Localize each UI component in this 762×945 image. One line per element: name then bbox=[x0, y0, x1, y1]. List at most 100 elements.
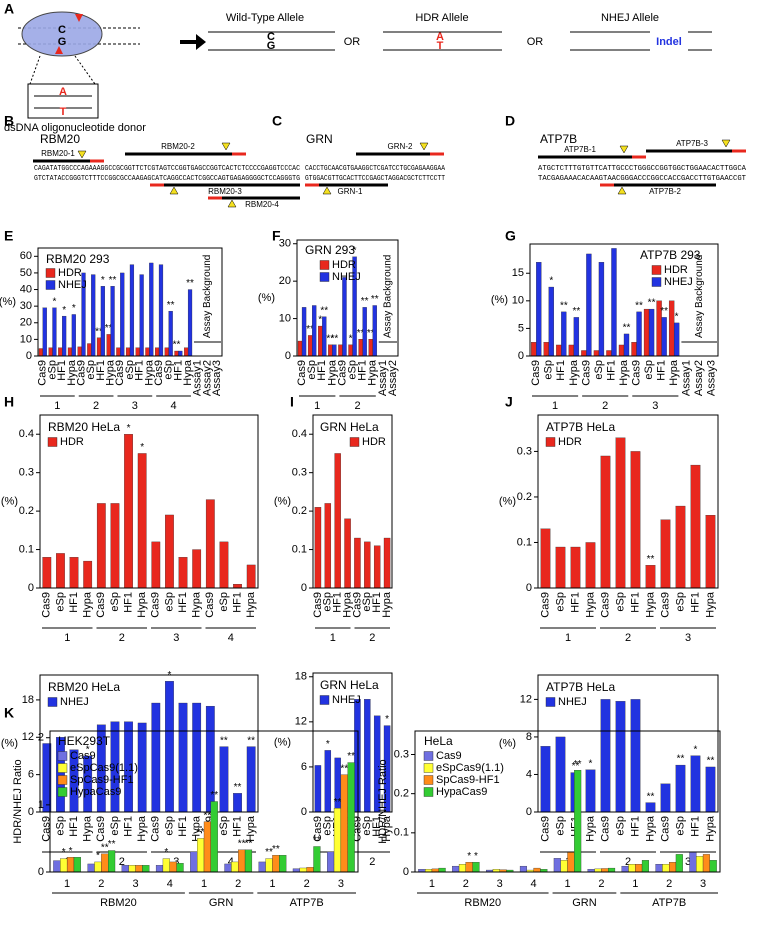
bar bbox=[120, 272, 125, 357]
bar bbox=[328, 344, 333, 357]
legend-label: NHEJ bbox=[664, 276, 693, 288]
bar bbox=[187, 289, 193, 357]
bar bbox=[600, 699, 611, 813]
x-tick-label: HF1 bbox=[177, 816, 189, 837]
x-tick-label: HF1 bbox=[134, 360, 146, 381]
bar bbox=[354, 699, 361, 813]
significance: * bbox=[86, 745, 90, 756]
bar bbox=[372, 305, 377, 357]
legend-label: HDR bbox=[58, 267, 82, 279]
x-tick-label: HF1 bbox=[316, 360, 328, 381]
significance: ** bbox=[108, 839, 116, 850]
x-tick-label: HF1 bbox=[357, 360, 369, 381]
significance: ** bbox=[265, 847, 273, 858]
group-label: 2 bbox=[355, 400, 361, 412]
significance: ** bbox=[357, 328, 365, 339]
bar bbox=[96, 337, 102, 357]
donor-label: dsDNA oligonucleotide donor bbox=[4, 122, 146, 134]
y-tick-label: 12 bbox=[520, 693, 532, 705]
legend-swatch bbox=[319, 695, 330, 705]
significance: ** bbox=[173, 340, 181, 351]
bar bbox=[555, 546, 566, 589]
y-tick-label: 0 bbox=[285, 350, 291, 362]
x-tick-label: Hypa bbox=[704, 815, 716, 842]
bar bbox=[458, 864, 466, 873]
bar bbox=[606, 350, 612, 357]
bar bbox=[53, 860, 61, 873]
x-tick-label: HF1 bbox=[68, 816, 80, 837]
x-tick-label: 3 bbox=[338, 878, 344, 890]
base: C bbox=[267, 31, 275, 43]
significance: ** bbox=[105, 323, 113, 334]
legend-label: HypaCas9 bbox=[436, 786, 487, 798]
y-tick-label: 0.3 bbox=[292, 467, 307, 479]
x-tick-label: eSp bbox=[543, 360, 555, 380]
guide-label: GRN-2 bbox=[388, 142, 413, 151]
x-tick-label: Cas9 bbox=[75, 360, 87, 386]
group-label: 2 bbox=[625, 856, 631, 868]
guide-label: ATP7B-3 bbox=[676, 139, 708, 148]
bar bbox=[561, 311, 567, 357]
significance: * bbox=[127, 423, 131, 434]
x-tick-label: Cas9 bbox=[153, 360, 165, 386]
x-tick-label: 3 bbox=[497, 878, 503, 890]
guide-label: ATP7B-1 bbox=[564, 145, 596, 154]
bar bbox=[297, 340, 303, 357]
y-tick-label: 0.1 bbox=[19, 543, 34, 555]
y-tick-label: 20 bbox=[20, 317, 32, 329]
legend-label: HDR bbox=[558, 436, 582, 448]
bar bbox=[573, 317, 580, 357]
bar bbox=[60, 858, 68, 873]
x-tick-label: Cas9 bbox=[41, 816, 53, 842]
plot-frame bbox=[39, 674, 259, 813]
y-tick-label: 0.4 bbox=[19, 428, 34, 440]
legend-swatch bbox=[47, 697, 58, 707]
x-tick-label: eSp bbox=[674, 592, 686, 612]
or-label: OR bbox=[527, 36, 544, 48]
cas9-protein bbox=[21, 11, 103, 57]
x-tick-label: Cas9 bbox=[659, 592, 671, 618]
group-label: 1 bbox=[314, 400, 320, 412]
significance: ** bbox=[371, 294, 379, 305]
bar bbox=[128, 865, 136, 873]
bar bbox=[673, 322, 680, 357]
y-axis-label: (%) bbox=[258, 292, 275, 304]
bar bbox=[38, 348, 43, 357]
x-tick-label: Hypa bbox=[191, 591, 203, 618]
bar bbox=[155, 865, 164, 873]
y-tick-label: 0 bbox=[38, 866, 44, 878]
x-tick-label: HF1 bbox=[629, 592, 641, 613]
bar bbox=[301, 307, 307, 357]
bar bbox=[184, 347, 189, 357]
plot-frame bbox=[312, 414, 393, 589]
legend-label: NHEJ bbox=[558, 696, 587, 708]
allele-name: Wild-Type Allele bbox=[226, 12, 304, 24]
significance: ** bbox=[306, 324, 314, 335]
bar bbox=[42, 557, 52, 589]
significance: ** bbox=[334, 797, 342, 808]
y-tick-label: 30 bbox=[279, 238, 291, 250]
x-tick-label: eSp bbox=[593, 360, 605, 380]
x-tick-label: eSp bbox=[306, 360, 318, 380]
x-tick-label: eSp bbox=[54, 816, 66, 836]
x-tick-label: HF1 bbox=[569, 592, 581, 613]
x-tick-label: Cas9 bbox=[630, 360, 642, 386]
significance: ** bbox=[677, 754, 685, 765]
bar bbox=[313, 846, 321, 873]
group-label: 1 bbox=[54, 400, 60, 412]
significance: * bbox=[96, 851, 100, 862]
bar bbox=[340, 774, 348, 873]
significance: ** bbox=[560, 301, 568, 312]
bar bbox=[52, 307, 57, 357]
chart-title: ATP7B HeLa bbox=[546, 420, 615, 434]
bar bbox=[553, 858, 561, 873]
x-tick-label: 1 bbox=[269, 878, 275, 890]
significance: ** bbox=[320, 305, 328, 316]
x-tick-label: Hypa bbox=[644, 591, 656, 618]
group-label: GRN bbox=[572, 897, 597, 909]
annotation: Assay Background bbox=[694, 255, 705, 338]
bar bbox=[332, 344, 337, 357]
y-axis-label: (%) bbox=[274, 736, 291, 748]
legend-label: SpCas9-HF1 bbox=[70, 774, 134, 786]
x-tick-label: eSp bbox=[163, 816, 175, 836]
